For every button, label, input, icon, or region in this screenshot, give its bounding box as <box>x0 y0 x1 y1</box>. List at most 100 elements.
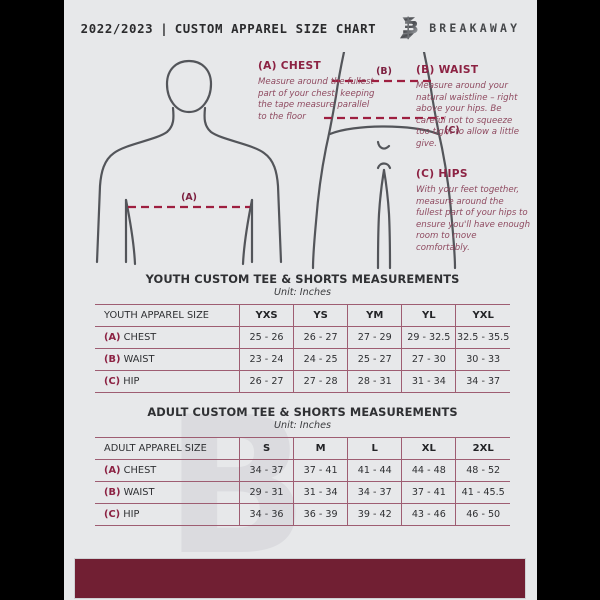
table-row: (C) HIP 26 - 27 27 - 28 28 - 31 31 - 34 … <box>95 370 510 393</box>
adult-cell-0-3: 44 - 48 <box>401 459 457 482</box>
table-row: (A) CHEST 25 - 26 26 - 27 27 - 29 29 - 3… <box>95 326 510 349</box>
adult-cell-2-4: 46 - 50 <box>455 503 510 526</box>
youth-cell-2-3: 31 - 34 <box>401 370 457 393</box>
youth-row-0-name: CHEST <box>123 332 157 343</box>
adult-row-1-label: (B) WAIST <box>95 481 240 504</box>
adult-col-1: M <box>293 437 349 460</box>
season-label: 2022/2023 <box>80 20 154 36</box>
callout-chest-body: Measure around the fullest part of your … <box>258 77 375 122</box>
youth-row-2-marker: (C) <box>104 376 121 387</box>
youth-col-1: YS <box>293 304 349 327</box>
adult-row-0-label: (A) CHEST <box>95 459 240 482</box>
adult-col-3: XL <box>401 437 457 460</box>
table-header-row: YOUTH APPAREL SIZE YXS YS YM YL YXL <box>95 304 510 327</box>
table-row: (A) CHEST 34 - 37 37 - 41 41 - 44 44 - 4… <box>95 459 510 482</box>
adult-size-table: ADULT APPAREL SIZE S M L XL 2XL (A) CHES… <box>95 437 510 526</box>
youth-table-block: YOUTH CUSTOM TEE & SHORTS MEASUREMENTS U… <box>95 272 510 393</box>
adult-cell-0-2: 41 - 44 <box>347 459 403 482</box>
youth-cell-2-4: 34 - 37 <box>455 370 510 393</box>
adult-cell-1-3: 37 - 41 <box>401 481 457 504</box>
youth-cell-1-1: 24 - 25 <box>293 348 349 371</box>
adult-row-0-marker: (A) <box>104 465 121 476</box>
adult-row-0-name: CHEST <box>123 465 157 476</box>
youth-col-4: YXL <box>455 304 510 327</box>
youth-cell-0-2: 27 - 29 <box>347 326 403 349</box>
youth-row-0-marker: (A) <box>104 332 121 343</box>
youth-cell-0-0: 25 - 26 <box>239 326 295 349</box>
youth-row-1-marker: (B) <box>104 354 121 365</box>
breakaway-b-logo-icon <box>400 16 418 40</box>
figure-svg: (A) (B) (C) <box>95 52 460 270</box>
lower-body-figure-icon <box>311 52 457 270</box>
hip-marker-label: (C) <box>444 125 459 136</box>
page-title: CUSTOM APPAREL SIZE CHART <box>174 20 377 36</box>
youth-col-3: YL <box>401 304 457 327</box>
youth-cell-0-3: 29 - 32.5 <box>401 326 457 349</box>
brand-name: BREAKAWAY <box>429 21 521 35</box>
callout-waist-title: (B) WAIST <box>416 64 479 76</box>
adult-size-header: ADULT APPAREL SIZE <box>95 437 240 460</box>
youth-row-2-name: HIP <box>123 376 140 387</box>
chart-header: 2022/2023 | CUSTOM APPAREL SIZE CHART BR… <box>64 0 537 56</box>
adult-table-title: ADULT CUSTOM TEE & SHORTS MEASUREMENTS <box>147 405 458 419</box>
adult-cell-0-0: 34 - 37 <box>239 459 295 482</box>
youth-size-table: YOUTH APPAREL SIZE YXS YS YM YL YXL (A) … <box>95 304 510 393</box>
chest-marker-label: (A) <box>181 192 197 203</box>
youth-col-0: YXS <box>239 304 295 327</box>
adult-cell-1-2: 34 - 37 <box>347 481 403 504</box>
adult-col-0: S <box>239 437 295 460</box>
callout-chest: (A) CHEST Measure around the fullest par… <box>258 60 378 123</box>
youth-col-2: YM <box>347 304 403 327</box>
youth-cell-0-4: 32.5 - 35.5 <box>455 326 510 349</box>
header-separator: | <box>160 20 168 36</box>
callout-chest-title: (A) CHEST <box>258 60 322 72</box>
adult-cell-1-0: 29 - 31 <box>239 481 295 504</box>
size-chart-card: 2022/2023 | CUSTOM APPAREL SIZE CHART BR… <box>64 0 537 600</box>
callout-waist-body: Measure around your natural waistline – … <box>416 81 519 149</box>
adult-row-2-label: (C) HIP <box>95 503 240 526</box>
youth-row-0-label: (A) CHEST <box>95 326 240 349</box>
youth-cell-1-3: 27 - 30 <box>401 348 457 371</box>
youth-row-1-name: WAIST <box>123 354 155 365</box>
youth-cell-1-4: 30 - 33 <box>455 348 510 371</box>
adult-cell-1-1: 31 - 34 <box>293 481 349 504</box>
youth-size-header: YOUTH APPAREL SIZE <box>95 304 240 327</box>
adult-cell-1-4: 41 - 45.5 <box>455 481 510 504</box>
adult-cell-2-1: 36 - 39 <box>293 503 349 526</box>
callout-hips: (C) HIPS With your feet together, measur… <box>416 168 532 255</box>
front-torso-figure-icon <box>95 59 283 266</box>
adult-col-4: 2XL <box>455 437 510 460</box>
callout-hips-title: (C) HIPS <box>416 168 468 180</box>
youth-cell-0-1: 26 - 27 <box>293 326 349 349</box>
callout-hips-body: With your feet together, measure around … <box>416 185 531 253</box>
adult-cell-2-3: 43 - 46 <box>401 503 457 526</box>
measurement-illustration: (A) (B) (C) (A) CHEST Measure around the <box>64 52 537 270</box>
adult-table-block: ADULT CUSTOM TEE & SHORTS MEASUREMENTS U… <box>95 405 510 526</box>
adult-row-2-marker: (C) <box>104 509 121 520</box>
adult-row-1-name: WAIST <box>123 487 155 498</box>
youth-row-1-label: (B) WAIST <box>95 348 240 371</box>
table-header-row: ADULT APPAREL SIZE S M L XL 2XL <box>95 437 510 460</box>
footer-accent-bar <box>74 558 526 599</box>
youth-row-2-label: (C) HIP <box>95 370 240 393</box>
youth-cell-1-2: 25 - 27 <box>347 348 403 371</box>
table-row: (B) WAIST 29 - 31 31 - 34 34 - 37 37 - 4… <box>95 481 510 504</box>
youth-cell-1-0: 23 - 24 <box>239 348 295 371</box>
adult-col-2: L <box>347 437 403 460</box>
table-row: (C) HIP 34 - 36 36 - 39 39 - 42 43 - 46 … <box>95 503 510 526</box>
youth-table-unit: Unit: Inches <box>274 287 331 298</box>
adult-cell-0-1: 37 - 41 <box>293 459 349 482</box>
adult-row-1-marker: (B) <box>104 487 121 498</box>
youth-cell-2-0: 26 - 27 <box>239 370 295 393</box>
table-row: (B) WAIST 23 - 24 24 - 25 25 - 27 27 - 3… <box>95 348 510 371</box>
adult-cell-2-0: 34 - 36 <box>239 503 295 526</box>
adult-table-unit: Unit: Inches <box>274 420 331 431</box>
waist-marker-label: (B) <box>376 66 392 77</box>
adult-row-2-name: HIP <box>123 509 140 520</box>
brand-lockup: BREAKAWAY <box>398 15 520 41</box>
youth-cell-2-1: 27 - 28 <box>293 370 349 393</box>
callout-waist: (B) WAIST Measure around your natural wa… <box>416 64 526 151</box>
youth-cell-2-2: 28 - 31 <box>347 370 403 393</box>
adult-cell-2-2: 39 - 42 <box>347 503 403 526</box>
adult-cell-0-4: 48 - 52 <box>455 459 510 482</box>
